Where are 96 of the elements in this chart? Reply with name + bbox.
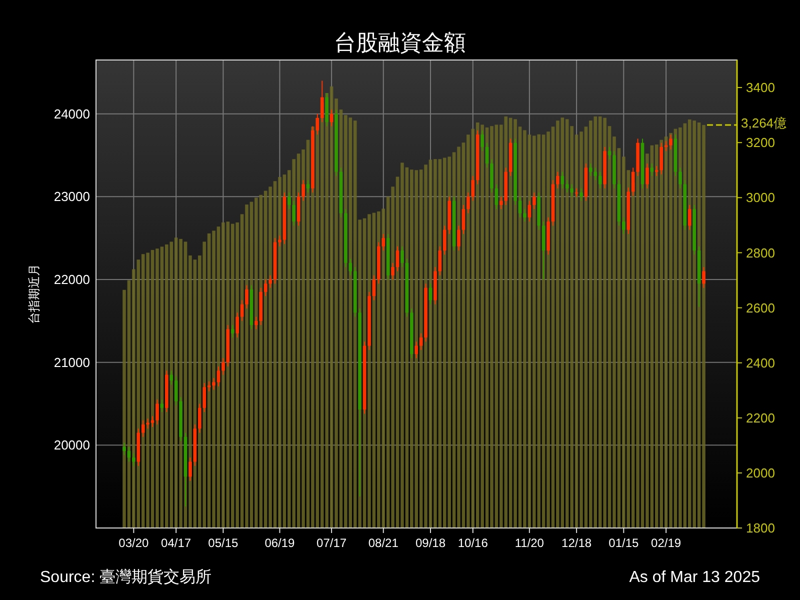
candlestick	[480, 130, 484, 152]
candlestick	[438, 246, 442, 276]
candlestick	[646, 163, 649, 189]
candlestick	[156, 399, 159, 425]
candlestick	[688, 204, 692, 230]
candlestick	[320, 80, 324, 123]
chart-title: 台股融資金額	[334, 30, 466, 55]
y-tick-label: 21000	[54, 354, 90, 370]
candlestick	[382, 233, 386, 252]
x-tick-label: 09/18	[415, 536, 446, 550]
candlestick	[372, 274, 376, 301]
candlestick	[170, 370, 174, 386]
candlestick	[523, 208, 526, 222]
candlestick	[570, 184, 574, 198]
candlestick	[660, 142, 663, 175]
candlestick	[442, 225, 446, 256]
candlestick	[202, 382, 206, 413]
x-tick-label: 01/15	[608, 536, 639, 550]
x-tick-label: 12/18	[562, 536, 592, 550]
y2-tick-label: 1800	[746, 520, 775, 536]
y2-tick-label: 2800	[746, 245, 775, 260]
candlestick	[400, 246, 404, 268]
y2-tick-label: 3000	[746, 190, 775, 206]
candlestick	[471, 175, 475, 202]
candlestick	[589, 163, 592, 176]
ref-line-label: 3,264億	[741, 116, 787, 131]
candlestick	[302, 180, 305, 202]
candlestick	[146, 418, 150, 430]
x-tick-label: 03/20	[118, 536, 150, 550]
candlestick	[174, 376, 178, 406]
candlestick	[580, 188, 583, 202]
y-tick-label: 24000	[54, 106, 90, 122]
candlestick	[466, 192, 470, 214]
y2-tick-label: 3200	[746, 135, 775, 150]
x-tick-label: 10/16	[458, 536, 488, 550]
candlestick	[528, 200, 532, 222]
candlestick	[240, 300, 244, 322]
y-axis-title: 台指期近月	[27, 264, 41, 324]
y2-tick-label: 2000	[746, 465, 775, 480]
candlestick	[245, 284, 248, 309]
candlestick	[216, 366, 220, 387]
candlestick	[198, 403, 202, 434]
candlestick	[654, 166, 658, 176]
candlestick	[278, 235, 282, 247]
candlestick	[150, 416, 154, 428]
x-tick-label: 02/19	[651, 536, 682, 550]
candlestick	[556, 171, 560, 189]
candlestick	[316, 113, 320, 136]
x-tick-label: 06/19	[264, 536, 296, 550]
candlestick	[565, 180, 569, 194]
x-tick-label: 07/17	[316, 536, 347, 550]
x-tick-label: 11/20	[514, 536, 544, 550]
candlestick	[236, 312, 239, 338]
candlestick	[306, 180, 310, 194]
candlestick	[419, 332, 423, 350]
candlestick	[132, 452, 136, 466]
source-note: Source: 臺灣期貨交易所	[40, 568, 212, 586]
candlestick	[622, 216, 626, 234]
candlestick	[457, 225, 460, 252]
y-tick-label: 20000	[54, 438, 90, 453]
candlestick	[594, 167, 598, 181]
candlestick	[188, 457, 192, 482]
candlestick	[268, 274, 272, 288]
candlestick	[222, 358, 225, 376]
candlestick	[414, 341, 418, 359]
candlestick	[500, 196, 503, 210]
y2-tick-label: 2600	[746, 300, 775, 316]
candlestick	[494, 184, 498, 210]
y2-tick-label: 3400	[746, 80, 775, 96]
candlestick	[212, 378, 216, 390]
candlestick	[254, 316, 258, 330]
candlestick	[230, 324, 234, 338]
candlestick	[669, 134, 672, 150]
candlestick	[348, 258, 352, 276]
candlestick	[608, 146, 612, 160]
candlestick	[532, 192, 536, 210]
candlestick	[264, 279, 268, 297]
x-tick-label: 04/17	[161, 536, 192, 550]
y2-tick-label: 2200	[746, 410, 775, 426]
candlestick	[288, 192, 291, 210]
candlestick	[122, 442, 126, 456]
y-tick-label: 22000	[54, 272, 90, 288]
candlestick	[391, 262, 394, 280]
candlestick	[702, 266, 706, 288]
candlestick	[650, 163, 654, 176]
candlestick	[462, 204, 466, 234]
candlestick	[678, 167, 682, 189]
text: As of Mar 13 2025	[629, 569, 760, 586]
candlestick	[396, 246, 400, 272]
x-tick-label: 08/21	[368, 536, 399, 550]
candlestick	[127, 446, 131, 462]
candlestick	[292, 200, 296, 226]
candlestick	[485, 142, 489, 168]
y2-tick-label: 2400	[746, 355, 775, 370]
y-tick-label: 23000	[54, 189, 90, 204]
x-tick-label: 05/15	[208, 536, 239, 550]
